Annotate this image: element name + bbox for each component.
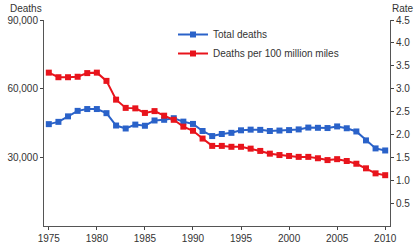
svg-text:2000: 2000 [278,233,301,244]
svg-text:1985: 1985 [134,233,157,244]
svg-text:1980: 1980 [86,233,109,244]
svg-text:2.0: 2.0 [396,129,410,140]
svg-text:1990: 1990 [182,233,205,244]
svg-text:2.5: 2.5 [396,106,410,117]
svg-text:3.0: 3.0 [396,83,410,94]
svg-text:30,000: 30,000 [7,152,38,163]
svg-text:2005: 2005 [326,233,349,244]
svg-text:4.5: 4.5 [396,15,410,26]
svg-text:1975: 1975 [38,233,61,244]
svg-text:0.5: 0.5 [396,198,410,209]
svg-text:60,000: 60,000 [7,83,38,94]
svg-text:3.5: 3.5 [396,60,410,71]
svg-text:1.0: 1.0 [396,175,410,186]
svg-text:1.5: 1.5 [396,152,410,163]
svg-text:Deaths: Deaths [10,3,42,14]
svg-text:Deaths per 100 million miles: Deaths per 100 million miles [213,48,339,59]
svg-text:4.0: 4.0 [396,37,410,48]
svg-text:90,000: 90,000 [7,15,38,26]
svg-text:1995: 1995 [230,233,253,244]
svg-text:Total deaths: Total deaths [213,29,267,40]
svg-text:2010: 2010 [374,233,397,244]
svg-text:Rate: Rate [392,3,414,14]
